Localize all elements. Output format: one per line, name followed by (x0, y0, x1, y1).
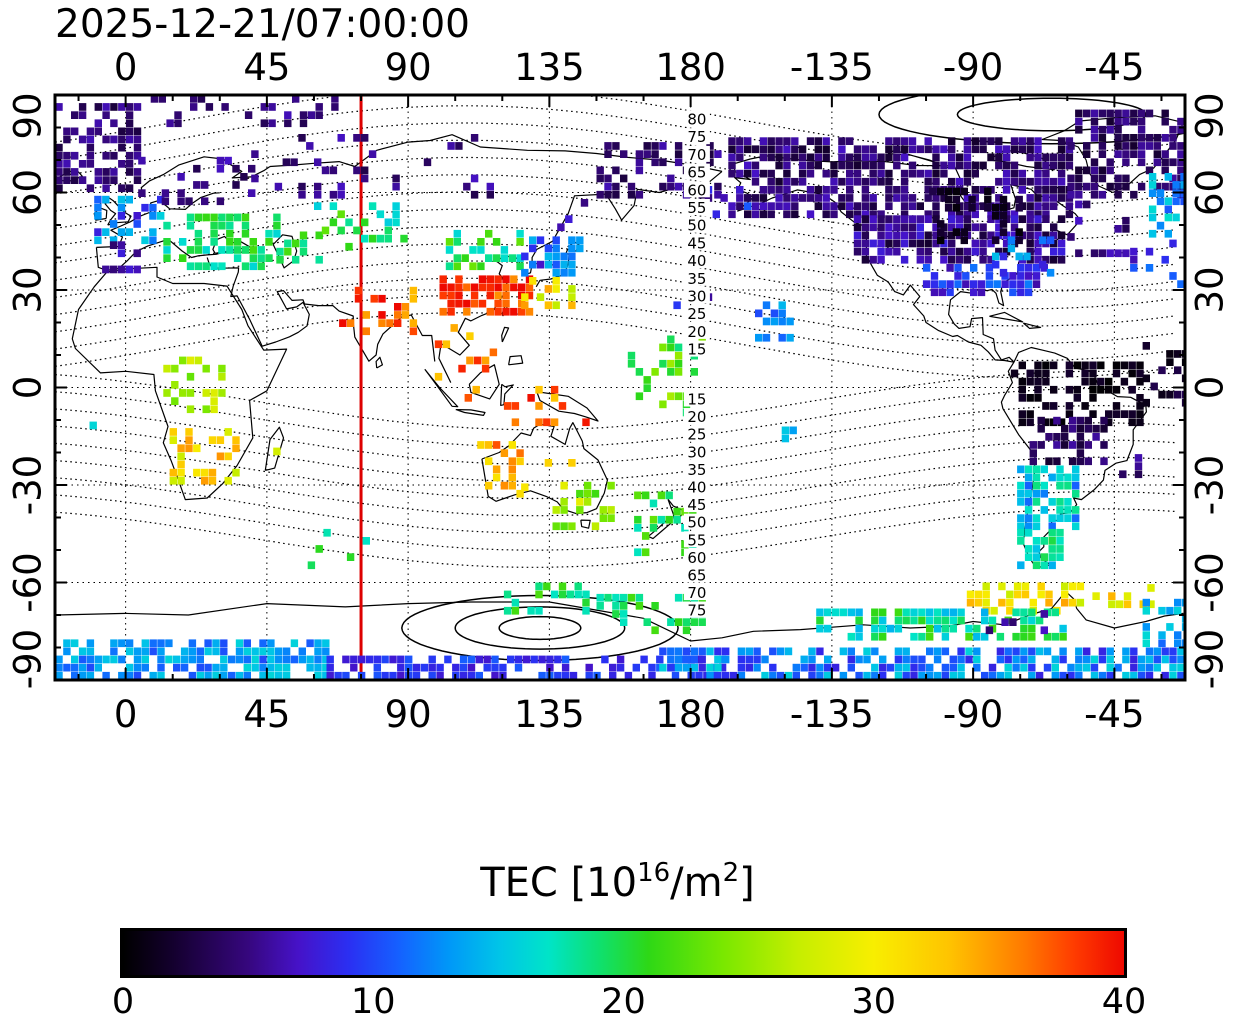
svg-text:35: 35 (687, 461, 706, 479)
svg-text:180: 180 (655, 693, 726, 736)
svg-text:60: 60 (687, 549, 706, 567)
svg-text:20: 20 (687, 408, 706, 426)
colorbar-title-mid: /m (670, 860, 723, 906)
svg-text:-90: -90 (7, 629, 50, 689)
svg-text:60: 60 (1189, 169, 1232, 216)
colorbar-title-exp1: 16 (637, 858, 671, 888)
svg-text:55: 55 (687, 531, 706, 549)
svg-text:90: 90 (1189, 92, 1232, 139)
svg-text:90: 90 (385, 46, 432, 89)
svg-text:55: 55 (687, 199, 706, 217)
svg-text:65: 65 (687, 567, 706, 585)
svg-text:-60: -60 (7, 552, 50, 612)
tec-world-map: 8075706560555045403530252015152025303540… (7, 46, 1232, 736)
svg-text:0: 0 (114, 693, 138, 736)
svg-text:0: 0 (7, 376, 50, 400)
colorbar-title: TEC [1016/m2] (0, 858, 1235, 906)
tec-cells (55, 95, 1185, 680)
contour-labels: 8075706560555045403530252015152025303540… (683, 110, 710, 620)
colorbar-gradient (120, 928, 1127, 978)
colorbar-tick-20: 20 (601, 982, 646, 1021)
svg-text:65: 65 (687, 164, 706, 182)
svg-text:20: 20 (687, 323, 706, 341)
svg-text:-45: -45 (1084, 693, 1144, 736)
svg-text:70: 70 (687, 584, 706, 602)
timestamp-title: 2025-12-21/07:00:00 (55, 2, 470, 47)
colorbar-title-exp2: 2 (722, 858, 740, 888)
svg-text:40: 40 (687, 252, 706, 270)
svg-text:30: 30 (687, 288, 706, 306)
svg-text:45: 45 (687, 496, 706, 514)
svg-text:30: 30 (687, 443, 706, 461)
svg-text:45: 45 (687, 234, 706, 252)
colorbar-title-suffix: ] (739, 860, 755, 906)
lat-axis-labels-left: 90 60 30 0 -30 -60 -90 (7, 92, 50, 689)
svg-text:75: 75 (687, 128, 706, 146)
svg-text:-45: -45 (1084, 46, 1144, 89)
lat-axis-labels-right: 90 60 30 0 -30 -60 -90 (1189, 92, 1232, 689)
svg-text:-30: -30 (7, 455, 50, 515)
svg-text:25: 25 (687, 426, 706, 444)
svg-text:0: 0 (1189, 376, 1232, 400)
axis-ticks (55, 95, 1185, 680)
colorbar-tick-10: 10 (350, 982, 396, 1021)
svg-text:35: 35 (687, 270, 706, 288)
svg-text:-135: -135 (790, 693, 874, 736)
svg-text:-90: -90 (1189, 629, 1232, 689)
lon-axis-labels-top: 0 45 90 135 180 -135 -90 -45 (114, 46, 1145, 89)
svg-text:60: 60 (7, 169, 50, 216)
svg-text:30: 30 (1189, 266, 1232, 313)
svg-text:60: 60 (687, 181, 706, 199)
svg-text:135: 135 (514, 46, 585, 89)
svg-text:-90: -90 (943, 693, 1003, 736)
geomagnetic-contours (55, 95, 1176, 568)
svg-text:45: 45 (243, 46, 290, 89)
svg-text:75: 75 (687, 602, 706, 620)
svg-text:135: 135 (514, 693, 585, 736)
svg-text:45: 45 (243, 693, 290, 736)
svg-text:-60: -60 (1189, 552, 1232, 612)
svg-text:-30: -30 (1189, 455, 1232, 515)
svg-text:90: 90 (385, 693, 432, 736)
svg-text:80: 80 (687, 111, 706, 129)
svg-text:30: 30 (7, 266, 50, 313)
svg-text:15: 15 (687, 391, 706, 409)
svg-text:-135: -135 (790, 46, 874, 89)
colorbar-title-prefix: TEC [10 (480, 860, 638, 906)
svg-text:40: 40 (687, 479, 706, 497)
svg-text:15: 15 (687, 341, 706, 359)
colorbar-tick-30: 30 (851, 982, 897, 1021)
svg-text:50: 50 (687, 217, 706, 235)
lon-axis-labels-bottom: 0 45 90 135 180 -135 -90 -45 (114, 693, 1145, 736)
svg-text:70: 70 (687, 146, 706, 164)
svg-text:25: 25 (687, 305, 706, 323)
svg-text:180: 180 (655, 46, 726, 89)
svg-text:90: 90 (7, 92, 50, 139)
svg-text:-90: -90 (943, 46, 1003, 89)
svg-text:0: 0 (114, 46, 138, 89)
colorbar-tick-40: 40 (1101, 982, 1147, 1021)
svg-text:50: 50 (687, 514, 706, 532)
colorbar-tick-0: 0 (111, 982, 135, 1021)
